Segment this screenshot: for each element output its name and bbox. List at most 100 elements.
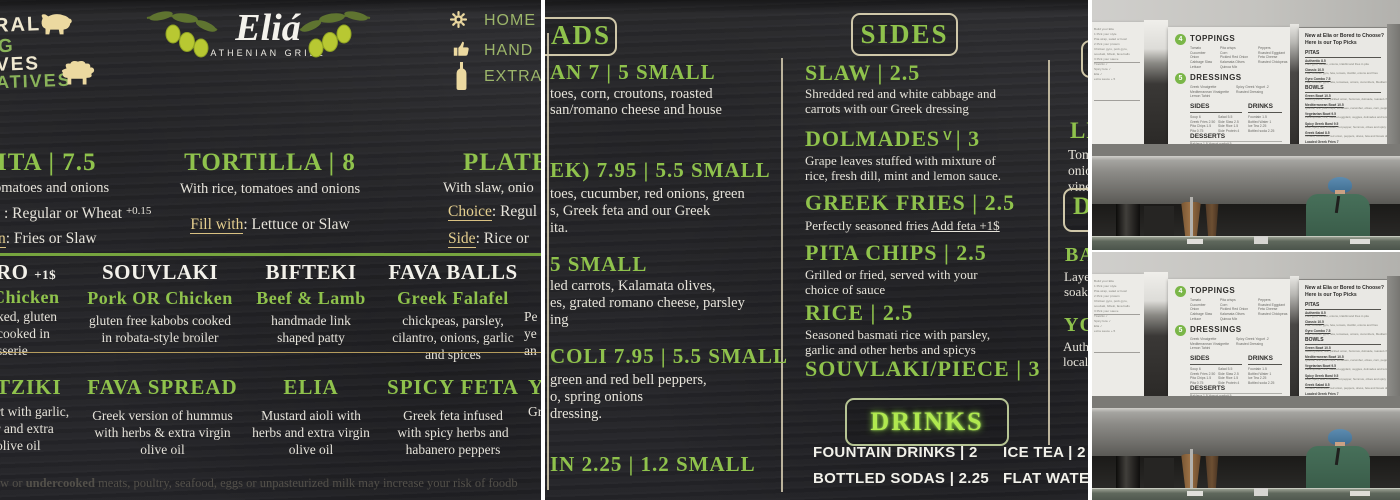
equipment-box (1144, 458, 1174, 488)
board-rule (1094, 62, 1140, 63)
gear-icon (450, 11, 467, 28)
protein-souvlaki: SOUVLAKI Pork OR Chicken gluten free kab… (85, 260, 235, 346)
sauce-elia-desc: Mustard aioli with herbs and extra virgin… (252, 408, 370, 457)
disclaimer-text: w or undercooked meats, poultry, seafood… (0, 476, 518, 490)
menu-board-center: 4 TOPPINGS Tomato Cucumber Onion Cabbage Sl… (1168, 279, 1290, 403)
menu-item-plate-title: PLATE (463, 149, 541, 176)
clipped-item-desc: Layersoake (1064, 269, 1088, 299)
salad-item-desc: led carrots, Kalamata olives, es, grated … (550, 278, 745, 328)
photo-top: Build your Elia 1 Pick your style Pita wra… (1092, 0, 1400, 250)
divider-green (0, 253, 541, 256)
protein-bifteki-sub: Beef & Lamb (256, 288, 366, 308)
vegetarian-v-icon: V (943, 128, 953, 143)
column-divider (547, 33, 549, 490)
board-rule (1190, 392, 1282, 394)
salad-item-title: EK) 7.95 | 5.5 SMALL (550, 158, 771, 182)
board-rule (1248, 112, 1282, 113)
wall-right-edge (1387, 276, 1400, 402)
salad-item-desc: green and red bell peppers, o, spring oni… (550, 372, 707, 422)
pig-icon (36, 9, 74, 37)
menu-board-left: Build your Elia 1 Pick your style Pita wra… (1092, 22, 1144, 148)
board-drinks-title: DRINKS (1248, 103, 1273, 110)
board-desserts-line: Baklava 1.5 Yogurt parfait 5 (1190, 142, 1231, 147)
step-4-badge: 4 (1175, 34, 1186, 45)
board-rule (1094, 100, 1140, 101)
dressings-col: Spicy Greek Yogurt .2 Roasted Dressing (1236, 337, 1269, 346)
column-divider (781, 58, 783, 492)
bowls-title: BOWLS (1305, 337, 1324, 343)
toppings-col: Tomato Cucumber Onion Cabbage Slaw Lettuce (1190, 298, 1213, 321)
side-item-rice-desc: Seasoned basmati rice with parsley, garli… (805, 327, 991, 357)
toppings-col: Pita crisps Corn Pickled Red Onion Kalamata… (1220, 46, 1249, 69)
board-left-text: Build your Elia 1 Pick your style Pita wra… (1094, 279, 1130, 333)
menu-item-tortilla: TORTILLA | 8 With rice, tomatoes and oni… (160, 149, 380, 234)
board-rule (1305, 91, 1381, 93)
board-drinks-col: Fountain 1.5 Bottled Water 1 Ice Tea 2.25 B… (1248, 367, 1275, 386)
side-item-dolmades-desc: Grape leaves stuffed with mixture of rice… (805, 153, 1002, 183)
side-item-dolmades-title: DOLMADES V | 3 (805, 126, 981, 151)
drinks-section-box: DRINKS (845, 398, 1009, 446)
desserts-section-label: D (1073, 193, 1088, 220)
nav-home-label: HOME (484, 12, 536, 29)
board-sides-title: SIDES (1190, 103, 1210, 110)
protein-fava-balls-desc: chickpeas, parsley, cilantro, onions, gar… (392, 313, 514, 362)
dressings-col: Greek Vinaigrette Mediterranean Vinaigret… (1190, 85, 1229, 99)
protein-fava-balls: FAVA BALLS Greek Falafel chickpeas, pars… (385, 260, 521, 363)
clipped-item-title: LE (1070, 118, 1088, 143)
board-drinks-col: Fountain 1.5 Bottled Water 1 Ice Tea 2.25 B… (1248, 115, 1275, 134)
board-rule (1248, 364, 1282, 365)
menu-board-center: 4 TOPPINGS Tomato Cucumber Onion Cabbage Sl… (1168, 27, 1290, 151)
dressings-title: DRESSINGS (1190, 325, 1242, 334)
menu-item-tortilla-desc: With rice, tomatoes and onions (179, 181, 361, 197)
toppings-col: Pita crisps Corn Pickled Red Onion Kalamata… (1220, 298, 1249, 321)
salad-item-desc: toes, cucumber, red onions, green s, Gree… (550, 186, 745, 236)
toppings-col: Peppers Roasted Eggplant Feta Cheese Roaste… (1258, 298, 1288, 317)
menu-board-right: New at Elia or Bored to Choose? Here is … (1299, 28, 1400, 147)
step-4-badge: 4 (1175, 286, 1186, 297)
step-5-badge: 5 (1175, 73, 1186, 84)
board-rule (1190, 140, 1282, 142)
bowls-title: BOWLS (1305, 85, 1324, 91)
counter-ticket (1254, 488, 1268, 496)
board-sides-col: Salad 5.5 Side Slaw 2.5 Side Rice 1.5 Side … (1218, 367, 1240, 386)
toppings-title: TOPPINGS (1190, 34, 1236, 43)
sides-section-box: SIDES (851, 13, 958, 56)
sauce-clipped-desc: Gr (528, 404, 541, 419)
drink-item: BOTTLED SODAS | 2.25 (813, 470, 990, 487)
protein-gyro-title: RO +1$ (0, 260, 57, 284)
spit-rod (1190, 449, 1193, 491)
counter-ticket (1350, 239, 1370, 244)
board-rule (1094, 314, 1140, 315)
protein-bifteki: BIFTEKI Beef & Lamb handmade link shaped … (248, 260, 374, 346)
side-item-greek-fries-desc: Perfectly seasoned fries Add feta +1$ (805, 218, 1000, 233)
logo-wordmark: Eliá (235, 7, 301, 49)
pitas-title: PITAS (1305, 302, 1320, 308)
spit-rod (1190, 197, 1193, 239)
board-rule (1305, 343, 1381, 345)
counter-ticket (1187, 239, 1203, 244)
board-rule (1305, 56, 1381, 58)
salad-item-title: COLI 7.95 | 5.5 SMALL (550, 344, 788, 368)
photo-bottom: Build your Elia 1 Pick your style Pita wra… (1092, 252, 1400, 500)
menu-item-pita-title: ITA | 7.5 (0, 149, 97, 176)
board-rule (1190, 112, 1242, 113)
sheep-icon (58, 59, 96, 90)
board-sides-col: Soup 6 Greek Fries 2.50 Pita Chips 1.5 Pita… (1190, 115, 1216, 134)
board-desserts-line: Baklava 1.5 Yogurt parfait 5 (1190, 394, 1231, 399)
olive-branch-icon (296, 8, 374, 60)
chalkboard-middle-panel: ADS SIDES AN 7 | 5 SMALL toes, corn, cro… (545, 0, 1088, 500)
sauce-fava-spread-title: FAVA SPREAD (87, 375, 238, 399)
wall-pillar (1290, 24, 1299, 176)
drinks-section-label: DRINKS (870, 407, 984, 436)
toppings-col: Tomato Cucumber Onion Cabbage Slaw Lettuce (1190, 46, 1213, 69)
salad-item-title: IN 2.25 | 1.2 SMALL (550, 452, 756, 476)
toppings-col: Peppers Roasted Eggplant Feta Cheese Roaste… (1258, 46, 1288, 65)
clipped-section-box (1081, 40, 1088, 78)
board-sides-title: SIDES (1190, 355, 1210, 362)
counter-ticket (1187, 491, 1203, 496)
board-rule (1305, 308, 1381, 310)
top-picks-headline: New at Elia or Bored to Choose? (1305, 33, 1384, 39)
bowls-list: Green Bowl 10.5 Mixed greens, rice, pickl… (1305, 94, 1400, 147)
protein-fava-balls-title: FAVA BALLS (388, 260, 518, 284)
